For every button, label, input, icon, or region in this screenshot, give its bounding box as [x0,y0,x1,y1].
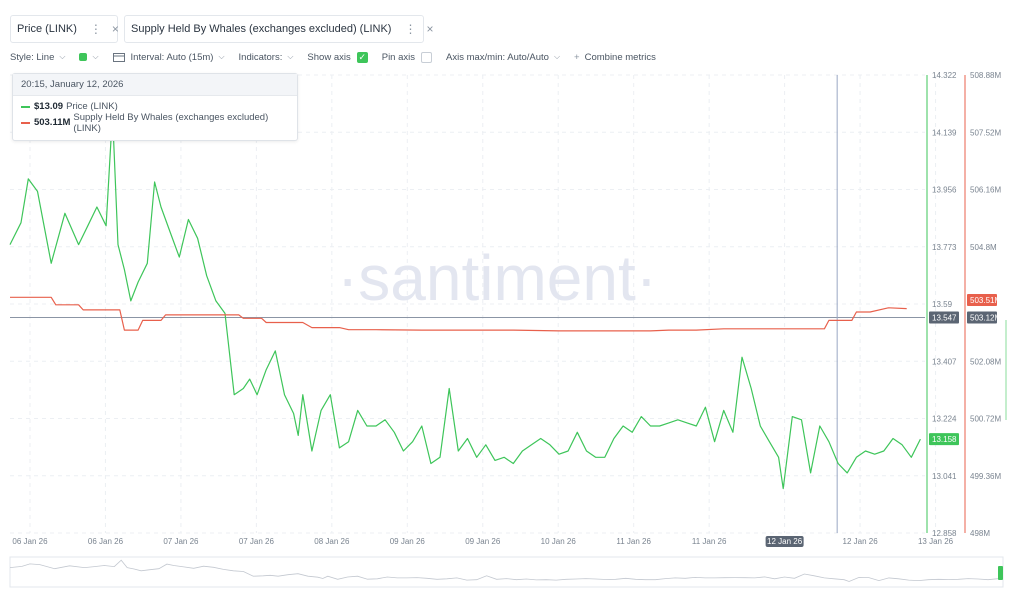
x-axis-tick-label: 06 Jan 26 [12,537,48,546]
interval-label: Interval: Auto (15m) [130,51,214,63]
price-axis-tick-label: 13.59 [932,300,953,309]
whales-axis-tick-label: 500.72M [970,415,1001,424]
show-axis-label: Show axis [307,51,351,63]
price-axis-tick-label: 13.773 [932,243,957,252]
tooltip-value: $13.09 [34,101,64,112]
chevron-down-icon: ⌵ [59,52,66,61]
whales-axis-tick-label: 499.36M [970,472,1001,481]
hover-tooltip: 20:15, January 12, 2026 $13.09 Price (LI… [12,73,298,141]
whales-axis-tick-label: 498M [970,529,990,538]
tooltip-value: 503.11M [33,117,71,128]
metric-tab-whales[interactable]: Supply Held By Whales (exchanges exclude… [124,15,433,43]
chevron-down-icon: ⌵ [92,52,99,61]
whales-axis-tick-label: 502.08M [970,357,1001,366]
interval-dropdown[interactable]: Interval: Auto (15m) ⌵ [112,51,225,63]
axis-minmax-dropdown[interactable]: Axis max/min: Auto/Auto ⌵ [446,52,560,63]
metric-tab-price[interactable]: Price (LINK) ⋮ × [10,15,119,43]
legend-line [21,121,30,124]
checkbox[interactable] [421,51,432,63]
price-axis-tick-label: 13.407 [932,357,957,366]
close-icon[interactable]: × [111,22,119,36]
tooltip-metric-name: Supply Held By Whales (exchanges exclude… [73,111,269,134]
x-axis-tick-label: 10 Jan 26 [541,537,577,546]
combine-metrics-button[interactable]: + Combine metrics [574,52,656,63]
tooltip-date: 20:15, January 12, 2026 [13,74,297,96]
x-axis-tick-label: 12 Jan 26 [767,537,803,546]
tooltip-metric-name: Price (LINK) [66,101,118,112]
x-axis: 06 Jan 26 06 Jan 26 07 Jan 26 07 Jan 26 08 J… [12,536,954,547]
more-options-icon[interactable]: ⋮ [404,22,417,36]
more-options-icon[interactable]: ⋮ [89,22,102,36]
price-axis-tick-label: 14.139 [932,128,957,137]
x-axis-tick-label: 09 Jan 26 [390,537,426,546]
price-axis-tick-label: 13.041 [932,472,957,481]
navigator-frame[interactable] [9,556,1004,588]
color-picker[interactable]: ⌵ [79,52,99,62]
x-axis-tick-label: 08 Jan 26 [314,537,350,546]
tooltip-row-price: $13.09 Price (LINK) [13,99,297,114]
whales-axis-tick-label: 506.16M [970,186,1001,195]
show-axis-toggle[interactable]: Show axis ✓ [307,51,368,63]
price-crosshair-badge-bg [929,311,959,324]
whales-current-badge: 503.51M [970,296,1001,305]
checkmark-icon[interactable]: ✓ [356,51,368,63]
price-axis-tick-label: 12.858 [932,529,957,538]
pin-axis-toggle[interactable]: Pin axis [381,51,432,63]
style-dropdown[interactable]: Style: Line ⌵ [10,52,65,63]
chevron-down-icon: ⌵ [218,52,225,61]
navigator-line [9,559,999,582]
pin-axis-label: Pin axis [381,51,415,63]
metric-tab-label: Supply Held By Whales (exchanges exclude… [131,23,392,35]
whales-current-badge-bg [967,294,997,307]
whales-axis-tick-label: 508.88M [970,71,1001,80]
metric-tab-label: Price (LINK) [17,23,77,35]
series-layer [9,112,921,490]
axes: 14.322 14.139 13.956 13.773 13.59 13.407 13.22… [926,71,1007,538]
whales-crosshair-badge-bg [967,311,997,324]
style-label: Style: Line [10,51,55,63]
calendar-icon [112,53,125,62]
combine-label: Combine metrics [584,51,656,63]
navigator[interactable] [9,556,1004,588]
x-axis-tick-label: 06 Jan 26 [88,537,124,546]
close-icon[interactable]: × [426,22,434,36]
x-axis-tick-label: 13 Jan 26 [918,537,954,546]
watermark: ·santiment· [337,242,657,314]
plus-icon: + [574,51,580,63]
price-current-badge: 13.158 [932,435,957,444]
x-axis-tick-label: 07 Jan 26 [163,537,199,546]
x-axis-tick-label: 11 Jan 26 [692,537,727,546]
color-swatch [79,53,88,61]
x-axis-tick-label: 07 Jan 26 [239,537,275,546]
price-axis-tick-label: 14.322 [932,71,957,80]
price-axis-tick-label: 13.956 [932,186,957,195]
whales-axis-tick-label: 504.8M [970,243,997,252]
navigator-handle[interactable] [998,566,1003,580]
legend-line [21,105,30,108]
x-axis-highlight-badge [765,536,804,547]
x-axis-tick-label: 09 Jan 26 [465,537,501,546]
x-axis-tick-label: 12 Jan 26 [843,537,879,546]
tooltip-row-whales: 503.11M Supply Held By Whales (exchanges… [13,112,297,134]
chevron-down-icon: ⌵ [287,52,294,61]
axis-minmax-label: Axis max/min: Auto/Auto [446,51,549,63]
chevron-down-icon: ⌵ [553,52,561,61]
indicators-dropdown[interactable]: Indicators: ⌵ [239,52,294,63]
price-current-badge-bg [929,433,959,446]
price-crosshair-badge: 13.547 [932,313,957,322]
whales-series-line [10,296,907,332]
price-series-line [9,112,921,490]
whales-axis-tick-label: 507.52M [970,128,1001,137]
indicators-label: Indicators: [238,51,283,63]
price-axis-tick-label: 13.224 [932,415,957,424]
whales-crosshair-badge: 503.12M [970,313,1001,322]
chart-toolbar: Style: Line ⌵ ⌵ Interval: Auto (15m) ⌵ Ind… [10,50,670,64]
x-axis-tick-label: 11 Jan 26 [616,537,651,546]
